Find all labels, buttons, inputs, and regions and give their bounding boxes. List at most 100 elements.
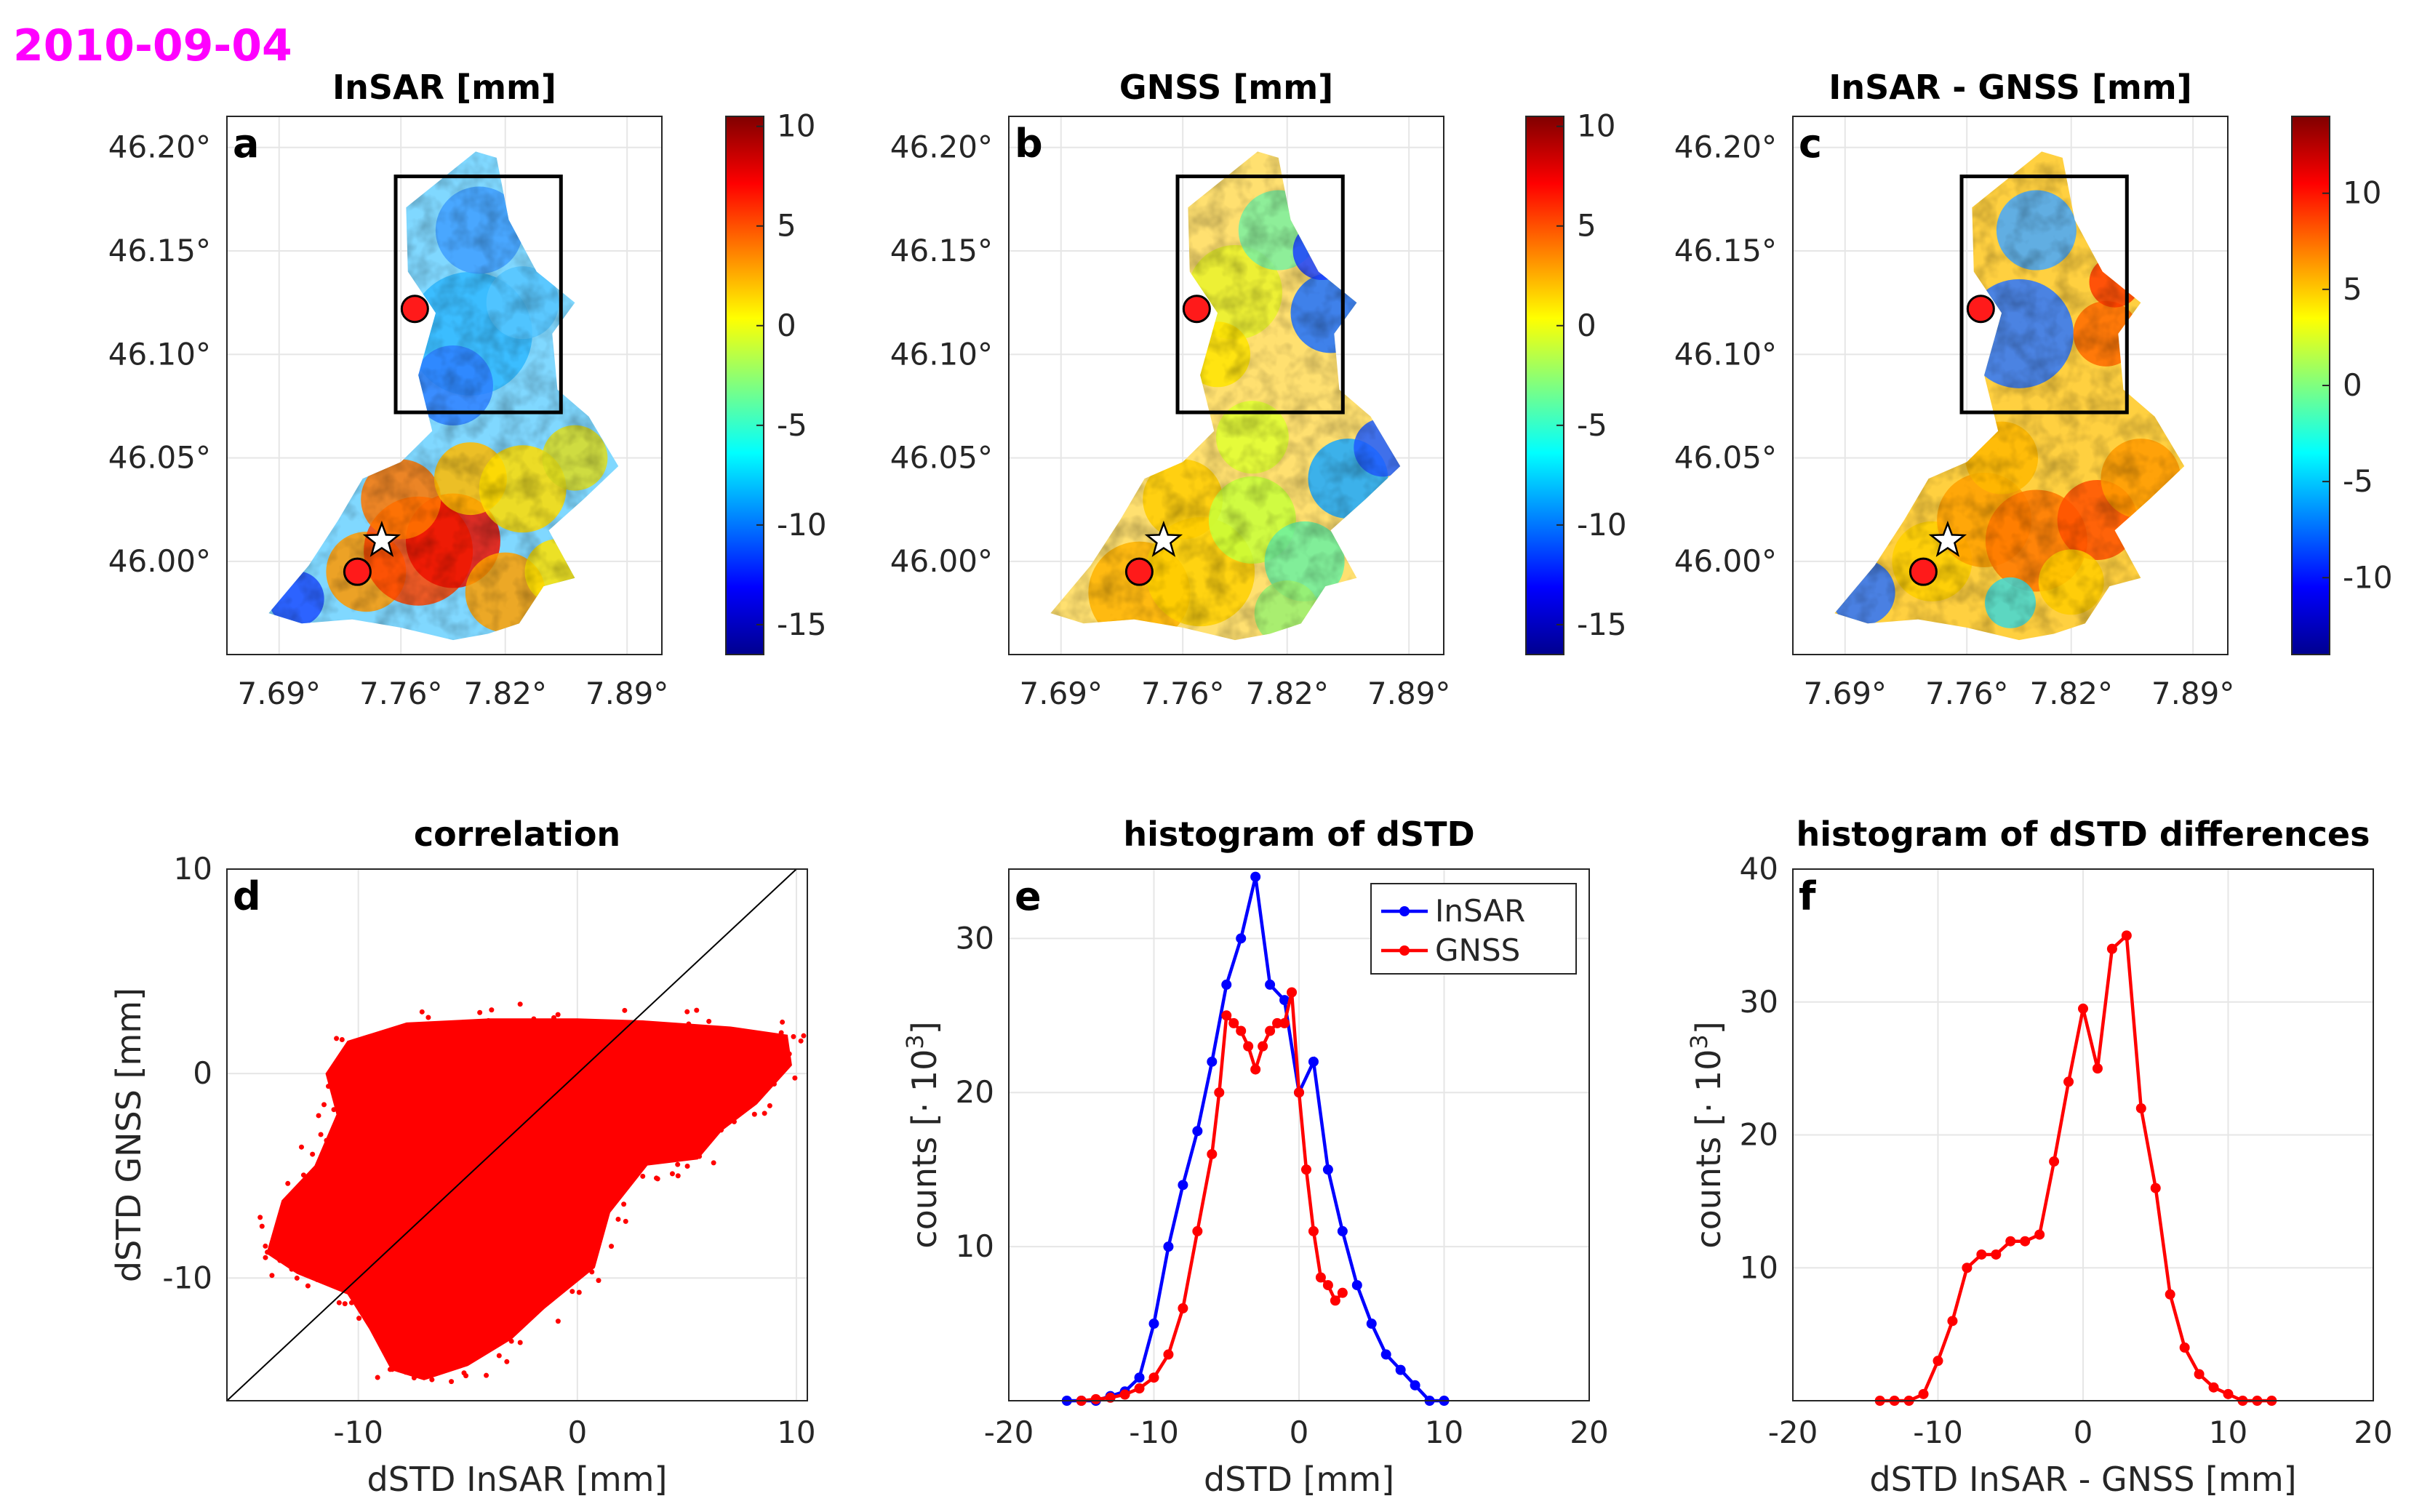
data-point [1308, 1056, 1319, 1067]
scatter-point [403, 1369, 409, 1375]
y-tick-label: 20 [1740, 1117, 1778, 1153]
map-y-tick-label: 46.10° [890, 336, 993, 372]
scatter-point [555, 1319, 561, 1324]
map-x-tick-label: 7.89° [585, 676, 669, 711]
x-tick-label: 0 [2074, 1415, 2093, 1450]
scatter-point [694, 1007, 700, 1013]
data-point [1265, 979, 1276, 990]
y-tick-label: 30 [1740, 984, 1778, 1020]
x-tick-label: -10 [1129, 1415, 1179, 1450]
data-point [1962, 1263, 1973, 1273]
panel-letter: d [233, 873, 261, 919]
scatter-point [684, 1009, 690, 1015]
scatter-point [610, 1182, 615, 1188]
map-y-tick-label: 46.05° [1674, 440, 1777, 476]
data-point [1976, 1249, 1987, 1260]
map-x-tick-label: 7.69° [238, 676, 321, 711]
y-axis-label-base: counts [· 10 [1689, 1049, 1728, 1249]
map-y-tick-label: 46.15° [108, 233, 211, 268]
y-axis-label-close: ] [905, 1021, 944, 1034]
data-point [1308, 1225, 1319, 1236]
legend-label: GNSS [1435, 932, 1520, 968]
data-point [1337, 1225, 1348, 1236]
gnss-station-marker [1909, 557, 1938, 586]
scatter-point [285, 1180, 291, 1186]
scatter-point [461, 1370, 467, 1376]
scatter-point [555, 1012, 561, 1017]
y-tick-label: 10 [1740, 1249, 1778, 1285]
data-point [2223, 1388, 2234, 1399]
scatter-point [778, 1030, 784, 1036]
scatter-point [484, 1372, 489, 1378]
epicenter-star-marker [1144, 520, 1183, 557]
data-point [1192, 1126, 1203, 1137]
chart-title: correlation [414, 815, 620, 854]
scatter-point [323, 1266, 329, 1272]
scatter-point [780, 1019, 786, 1025]
y-axis-label-exponent: 3 [901, 1034, 929, 1049]
x-tick-label: -20 [1768, 1415, 1818, 1450]
scatter-point [739, 1096, 745, 1102]
scatter-point [517, 1001, 523, 1007]
scatter-point [652, 1026, 658, 1032]
data-point [2034, 1229, 2045, 1240]
colorbar-tick-label: -5 [1577, 407, 1607, 443]
data-point [2106, 943, 2117, 954]
colorbar [1525, 116, 1564, 655]
colorbar-tick-label: 10 [777, 108, 815, 144]
scatter-point [640, 1173, 646, 1179]
epicenter-star-marker [362, 520, 401, 557]
x-tick-label: -10 [1913, 1415, 1963, 1450]
x-tick-label: -20 [984, 1415, 1034, 1450]
data-point [1134, 1372, 1145, 1383]
legend-marker [1399, 945, 1410, 956]
data-point [1207, 1148, 1218, 1159]
scatter-point [449, 1379, 455, 1385]
scatter-point [711, 1160, 716, 1166]
scatter-point [342, 1301, 348, 1307]
data-point [1279, 1017, 1290, 1028]
scatter-point [697, 1148, 703, 1153]
data-point [2121, 930, 2132, 941]
gnss-station-marker [1124, 557, 1154, 586]
scatter-point [356, 1316, 362, 1321]
data-point [2063, 1076, 2074, 1087]
scatter-point [517, 1340, 523, 1345]
scatter-point [771, 1081, 777, 1087]
scatter-point [719, 1127, 724, 1133]
colorbar-tick-label: -5 [777, 407, 807, 443]
scatter-point [414, 1370, 420, 1376]
y-axis-label: counts [· 103] [1685, 1021, 1728, 1248]
colorbar-tick-label: 0 [1577, 308, 1596, 343]
scatter-point [697, 1153, 703, 1159]
scatter-point [745, 1091, 751, 1097]
data-point [2092, 1063, 2103, 1074]
data-point [1322, 1280, 1333, 1291]
scatter-point [669, 1171, 675, 1177]
data-point [1119, 1389, 1130, 1400]
data-point [2194, 1369, 2205, 1380]
scatter-point [798, 1038, 804, 1044]
x-tick-label: 10 [777, 1415, 815, 1450]
x-tick-label: -10 [333, 1415, 383, 1450]
panel-letter: e [1015, 873, 1042, 919]
scatter-point [767, 1080, 772, 1086]
scatter-point [259, 1223, 265, 1229]
map-y-tick-label: 46.05° [108, 440, 211, 476]
scatter-point [623, 1218, 628, 1224]
data-point [1236, 1025, 1247, 1036]
scatter-point [489, 1007, 495, 1013]
scatter-point [735, 1029, 740, 1035]
map-x-tick-label: 7.69° [1020, 676, 1103, 711]
scatter-point [375, 1375, 380, 1380]
data-point [1918, 1388, 1929, 1399]
scatter-point [269, 1273, 275, 1279]
data-point [1163, 1349, 1174, 1360]
scatter-point [756, 1079, 762, 1084]
scatter-point [331, 1107, 337, 1113]
scatter-point [418, 1362, 424, 1368]
scatter-point [801, 1033, 807, 1039]
scatter-point [767, 1103, 772, 1108]
scatter-point [263, 1255, 268, 1260]
